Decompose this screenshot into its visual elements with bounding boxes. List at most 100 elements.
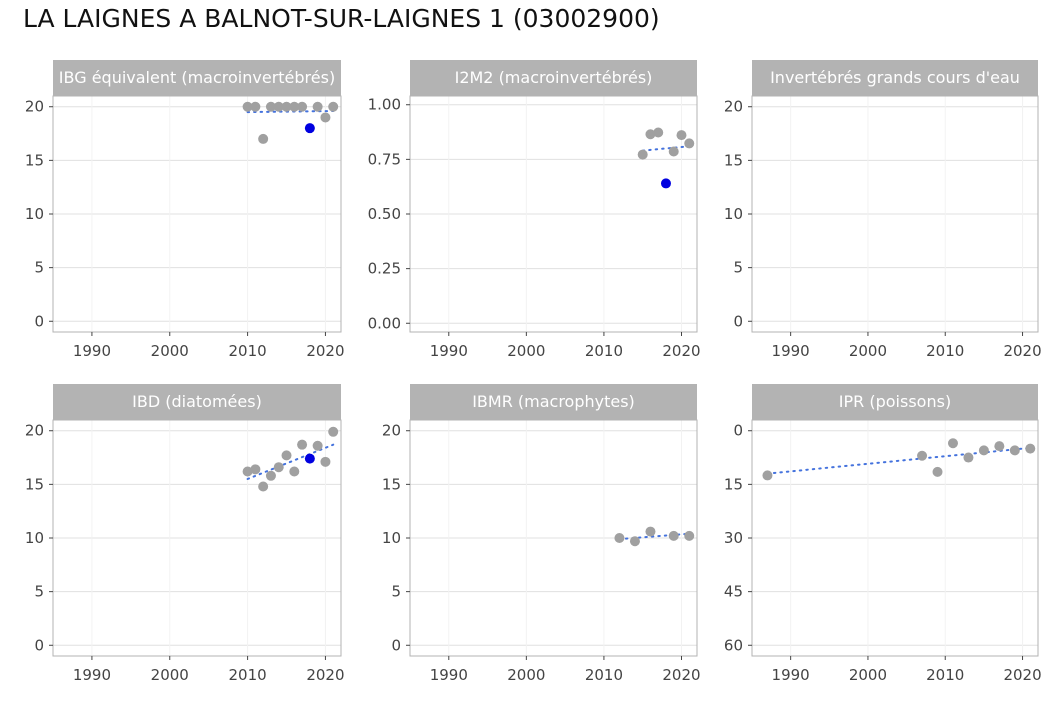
data-point — [932, 466, 943, 477]
y-tick-label: 0.50 — [368, 205, 401, 223]
data-point — [312, 101, 323, 112]
y-tick-label: 15 — [25, 151, 44, 169]
data-point — [312, 440, 323, 451]
y-tick-label: 20 — [25, 422, 44, 440]
y-tick-label: 45 — [724, 583, 743, 601]
y-tick-label: 15 — [724, 475, 743, 493]
data-point — [328, 101, 339, 112]
y-tick-label: 15 — [724, 151, 743, 169]
highlight-point — [304, 123, 315, 134]
trend-line — [246, 443, 335, 480]
y-tick-label: 0.25 — [368, 260, 401, 278]
data-point — [947, 438, 958, 449]
data-point — [668, 530, 679, 541]
y-tick-label: 0 — [733, 422, 743, 440]
strip-invertebres-grands-cours-d-eau — [752, 60, 1038, 96]
x-tick-label: 2010 — [585, 666, 623, 684]
x-tick-label: 1990 — [772, 666, 810, 684]
panel-title: IBG équivalent (macroinvertébrés) — [59, 68, 335, 87]
data-point — [1025, 443, 1036, 454]
data-point — [250, 464, 261, 475]
y-tick-label: 5 — [391, 583, 401, 601]
trend-line — [246, 110, 335, 114]
y-tick-label: 10 — [25, 205, 44, 223]
x-tick-label: 2000 — [849, 342, 887, 360]
panel-ibmr-macrophytes: IBMR (macrophytes) 0 5 10 15 20 1990 2000 2010 20… — [382, 384, 701, 684]
data-point — [668, 146, 679, 157]
x-tick-label: 2020 — [662, 342, 700, 360]
x-tick-label: 2020 — [1003, 342, 1041, 360]
data-point — [273, 462, 284, 473]
x-tick-label: 1990 — [73, 342, 111, 360]
data-point — [684, 138, 695, 149]
data-point — [978, 445, 989, 456]
data-point — [614, 533, 625, 543]
y-tick-label: 60 — [724, 636, 743, 654]
panel-title: I2M2 (macroinvertébrés) — [455, 68, 653, 87]
x-tick-label: 2000 — [507, 342, 545, 360]
data-point — [289, 101, 300, 112]
panel-invertebres-grands-cours-d-eau: Invertébrés grands cours d'eau 0 5 10 15 20 19… — [724, 60, 1042, 360]
data-point — [258, 133, 269, 144]
data-point — [242, 101, 253, 112]
y-tick-label: 10 — [382, 529, 401, 547]
data-point — [281, 450, 292, 461]
panel-title: Invertébrés grands cours d'eau — [770, 68, 1020, 87]
y-tick-label: 0 — [34, 636, 44, 654]
strip-ipr-poissons — [752, 384, 1038, 420]
data-point — [242, 466, 253, 477]
data-point — [273, 101, 284, 112]
x-tick-label: 2010 — [229, 666, 267, 684]
data-point — [1009, 445, 1020, 456]
data-point — [684, 530, 695, 541]
x-tick-label: 2020 — [306, 342, 344, 360]
y-tick-label: 0 — [733, 312, 743, 330]
data-point — [258, 481, 269, 492]
y-tick-label: 0 — [391, 636, 401, 654]
y-tick-label: 15 — [382, 475, 401, 493]
y-tick-label: 10 — [724, 205, 743, 223]
data-point — [320, 456, 331, 467]
data-point — [762, 470, 773, 481]
data-point — [645, 526, 656, 537]
panel-title: IPR (poissons) — [839, 392, 951, 411]
data-point — [289, 466, 300, 477]
y-tick-label: 1.00 — [368, 96, 401, 114]
trend-line — [641, 145, 691, 152]
y-tick-label: 10 — [25, 529, 44, 547]
data-point — [653, 127, 664, 138]
panel-title: IBMR (macrophytes) — [472, 392, 635, 411]
x-tick-label: 1990 — [430, 342, 468, 360]
y-tick-label: 20 — [25, 98, 44, 116]
y-tick-label: 5 — [34, 583, 44, 601]
x-tick-label: 2010 — [926, 666, 964, 684]
panel-title: IBD (diatomées) — [132, 392, 262, 411]
x-tick-label: 1990 — [772, 342, 810, 360]
data-point — [250, 101, 261, 112]
x-tick-label: 1990 — [430, 666, 468, 684]
panel-ibd-diatomees: IBD (diatomées) 0 5 10 15 20 1990 2000 2010 2020 — [25, 384, 345, 684]
x-tick-label: 2000 — [151, 342, 189, 360]
x-tick-label: 2020 — [1003, 666, 1041, 684]
y-tick-label: 0.75 — [368, 150, 401, 168]
y-tick-label: 5 — [733, 259, 743, 277]
panel-ibg-equivalent-macroinvertebres: IBG équivalent (macroinvertébrés) 0 5 10 15 2… — [25, 60, 345, 360]
trend-line — [766, 446, 1032, 475]
x-tick-label: 2010 — [585, 342, 623, 360]
data-point — [328, 426, 339, 437]
data-point — [637, 149, 648, 160]
x-tick-label: 2020 — [306, 666, 344, 684]
x-tick-label: 1990 — [73, 666, 111, 684]
y-tick-label: 30 — [724, 529, 743, 547]
y-tick-label: 0.00 — [368, 314, 401, 332]
data-point — [297, 101, 308, 112]
x-tick-label: 2010 — [926, 342, 964, 360]
data-point — [963, 452, 974, 463]
panel-ipr-poissons: IPR (poissons) 0 15 30 45 60 1990 2000 2010 2020 — [724, 384, 1042, 684]
data-point — [320, 112, 331, 123]
strip-ibmr-macrophytes — [410, 384, 697, 420]
data-point — [297, 439, 308, 450]
data-point — [676, 130, 687, 141]
